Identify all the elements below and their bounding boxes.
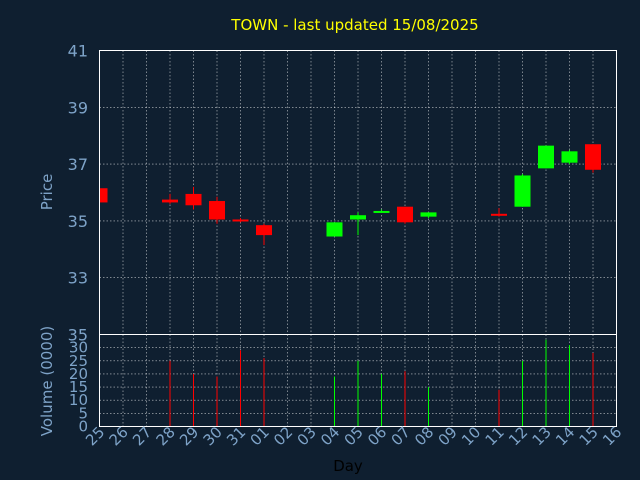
price-grid [99,50,617,335]
candle-body [373,210,390,213]
candle-body [256,225,272,236]
volume-y-tick-label: 10 [69,391,88,409]
x-tick-label: 01 [247,423,273,449]
x-tick-label: 26 [106,423,132,449]
volume-plot-frame [99,334,617,427]
candles [99,144,601,246]
x-tick-label: 27 [129,423,155,449]
candle-body [491,213,507,216]
chart-title: TOWN - last updated 15/08/2025 [230,16,478,34]
x-tick-label: 05 [341,423,367,449]
x-tick-label: 06 [364,423,390,449]
price-y-tick-label: 35 [68,212,88,231]
volume-y-tick-label: 0 [78,418,88,436]
x-tick-label: 03 [294,423,320,449]
volume-y-tick-label: 30 [69,339,88,357]
price-y-axis-label: Price [38,174,56,211]
candle-body [585,144,601,170]
volume-y-tick-label: 20 [69,365,88,383]
volume-y-axis-label: Volume (0000) [38,326,56,436]
candle-body [185,193,202,206]
x-tick-label: 16 [599,423,625,449]
x-tick-label: 28 [153,423,179,449]
x-tick-label: 10 [458,423,484,449]
candle-body [514,175,531,207]
price-y-tick-label: 41 [68,42,88,61]
price-y-tick-label: 33 [68,269,88,288]
candle-body [350,215,366,220]
x-tick-label: 13 [529,423,555,449]
x-tick-label: 11 [482,423,508,449]
volume-y-tick-label: 15 [69,378,88,396]
candle-body [232,219,249,222]
x-tick-label: 02 [270,423,296,449]
volume-bars [169,339,594,427]
candle-body [538,145,554,169]
x-tick-label: 30 [200,423,226,449]
x-ticks: 2526272829303101020304050607080910111213… [82,423,625,449]
candle-body [209,201,225,220]
volume-y-tick-label: 5 [78,404,88,422]
candle-body [326,222,343,237]
candle-body [397,206,413,223]
price-y-tick-label: 39 [68,98,88,117]
x-tick-label: 31 [223,423,249,449]
x-tick-label: 09 [435,423,461,449]
price-y-tick-label: 37 [68,155,88,174]
x-tick-label: 12 [505,423,531,449]
volume-y-tick-label: 25 [69,352,88,370]
x-tick-label: 07 [388,423,414,449]
price-y-tick-label: 35 [68,326,88,345]
x-tick-label: 08 [411,423,437,449]
x-axis-label: Day [333,457,363,475]
candle-body [162,199,178,203]
x-tick-label: 15 [576,423,602,449]
candle-body [99,188,108,203]
price-y-ticks: 33 35 37 39 41 35 [68,42,88,345]
candle-body [420,212,437,217]
x-tick-label: 14 [552,423,578,449]
candle-body [561,151,578,163]
x-tick-label: 04 [317,423,343,449]
x-tick-label: 29 [176,423,202,449]
